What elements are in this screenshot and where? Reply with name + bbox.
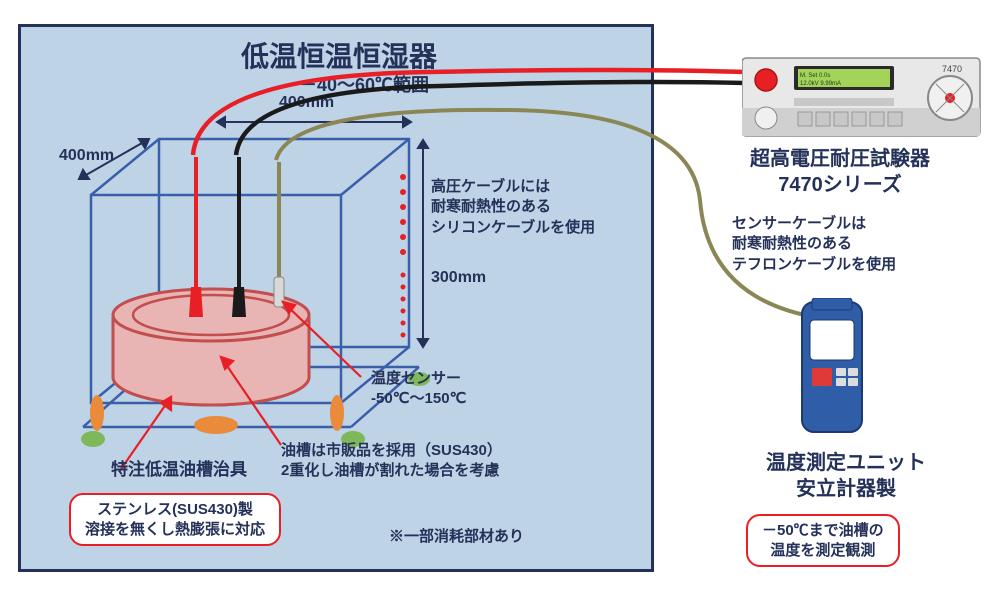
meter-callout: －50℃まで油槽の温度を測定観測 [746,514,900,567]
sus-callout: ステンレス(SUS430)製溶接を無くし熱膨張に対応 [69,493,281,546]
tester-label: 超高電圧耐圧試験器7470シリーズ [700,146,980,198]
jig-label: 特注低温油槽治具 [111,459,247,482]
cable-note: 高圧ケーブルには耐寒耐熱性のあるシリコンケーブルを使用 [431,177,595,238]
temp-sensor-note: 温度センサー-50℃～150℃ [371,369,466,410]
dim-right: 300mm [431,269,486,287]
dim-left: 400mm [59,147,114,165]
svg-text:M. Set 0.0s: M. Set 0.0s [800,73,830,79]
oil-tank-note: 油槽は市販品を採用（SUS430）2重化し油槽が割れた場合を考慮 [281,441,502,482]
dim-top: 400mm [279,94,334,112]
temp-meter [790,298,890,448]
hipot-tester: M. Set 0.0s 12.0kV 9.99mA 7470 [742,50,982,140]
sensor-cable-note: センサーケーブルは耐寒耐熱性のあるテフロンケーブルを使用 [732,214,896,275]
consumable-note: ※一部消耗部材あり [389,527,524,547]
tester-model-text: 7470 [942,64,962,74]
chamber-panel: 低温恒温恒湿器 －40～60℃範囲 [18,24,654,572]
meter-label: 温度測定ユニット安立計器製 [706,450,986,502]
svg-text:12.0kV 9.99mA: 12.0kV 9.99mA [800,81,841,87]
